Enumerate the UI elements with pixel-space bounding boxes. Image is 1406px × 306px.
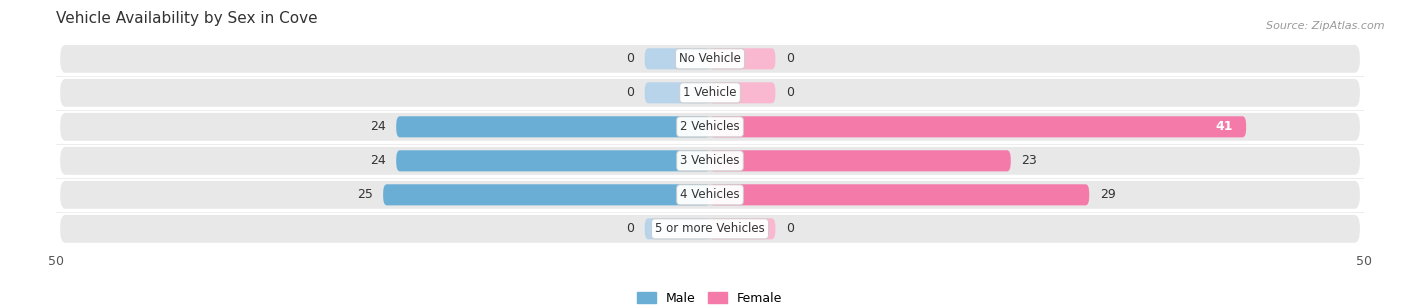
Text: 4 Vehicles: 4 Vehicles: [681, 188, 740, 201]
Text: Vehicle Availability by Sex in Cove: Vehicle Availability by Sex in Cove: [56, 11, 318, 26]
Text: 3 Vehicles: 3 Vehicles: [681, 154, 740, 167]
FancyBboxPatch shape: [60, 113, 1360, 141]
Text: 0: 0: [626, 222, 634, 235]
FancyBboxPatch shape: [644, 218, 710, 239]
FancyBboxPatch shape: [60, 45, 1360, 73]
Text: 0: 0: [786, 222, 794, 235]
FancyBboxPatch shape: [60, 215, 1360, 243]
Text: 0: 0: [786, 52, 794, 65]
FancyBboxPatch shape: [710, 82, 776, 103]
FancyBboxPatch shape: [396, 150, 710, 171]
FancyBboxPatch shape: [710, 48, 776, 69]
Legend: Male, Female: Male, Female: [637, 292, 783, 305]
FancyBboxPatch shape: [644, 48, 710, 69]
FancyBboxPatch shape: [396, 116, 710, 137]
Text: 5 or more Vehicles: 5 or more Vehicles: [655, 222, 765, 235]
Text: No Vehicle: No Vehicle: [679, 52, 741, 65]
Text: 24: 24: [370, 120, 385, 133]
FancyBboxPatch shape: [60, 181, 1360, 209]
Text: 2 Vehicles: 2 Vehicles: [681, 120, 740, 133]
Text: 41: 41: [1216, 120, 1233, 133]
FancyBboxPatch shape: [60, 79, 1360, 107]
Text: Source: ZipAtlas.com: Source: ZipAtlas.com: [1267, 21, 1385, 32]
Text: 0: 0: [786, 86, 794, 99]
Text: 25: 25: [357, 188, 373, 201]
Text: 1 Vehicle: 1 Vehicle: [683, 86, 737, 99]
FancyBboxPatch shape: [710, 218, 776, 239]
Text: 0: 0: [626, 86, 634, 99]
FancyBboxPatch shape: [710, 184, 1090, 205]
FancyBboxPatch shape: [710, 150, 1011, 171]
Text: 23: 23: [1021, 154, 1038, 167]
Text: 24: 24: [370, 154, 385, 167]
Text: 29: 29: [1099, 188, 1115, 201]
FancyBboxPatch shape: [710, 116, 1246, 137]
FancyBboxPatch shape: [644, 82, 710, 103]
Text: 0: 0: [626, 52, 634, 65]
FancyBboxPatch shape: [382, 184, 710, 205]
FancyBboxPatch shape: [60, 147, 1360, 175]
